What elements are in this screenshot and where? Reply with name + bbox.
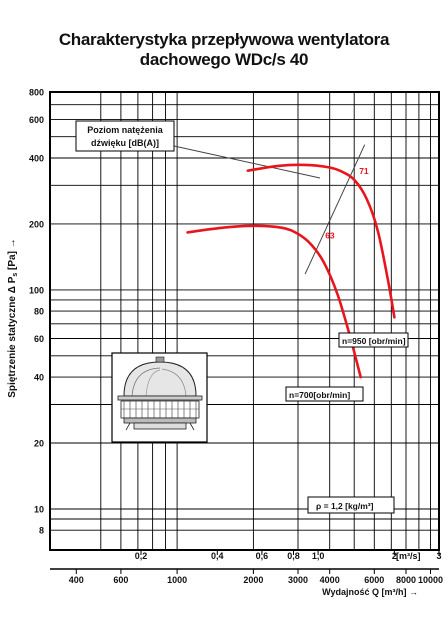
x-axis-m3s-ticks: 0,2 0,4 0,6 0,8 1,0 2 3 <box>135 550 442 561</box>
y-tick-label: 20 <box>34 439 44 449</box>
x-m3s-tick-label: 0,6 <box>256 551 269 561</box>
chart-title-line-2: dachowego WDc/s 40 <box>139 50 309 69</box>
x-m3h-tick-label: 1000 <box>167 575 187 585</box>
density-label: ρ = 1,2 [kg/m³] <box>316 501 374 511</box>
x-axis-m3s-unit: [m³/s] <box>396 551 421 561</box>
x-m3h-tick-label: 400 <box>69 575 84 585</box>
y-tick-label: 40 <box>34 373 44 383</box>
noise-level-label-71: 71 <box>359 166 369 176</box>
series-label-box-950 <box>338 332 409 348</box>
y-tick-label: 8 <box>39 526 44 536</box>
grid-lines <box>50 92 439 550</box>
y-tick-label: 200 <box>29 219 44 229</box>
y-tick-label: 800 <box>29 88 44 98</box>
series-label-700: n=700[obr/min] <box>289 390 350 400</box>
y-tick-label: 100 <box>29 285 44 295</box>
y-tick-label: 400 <box>29 154 44 164</box>
series-curve-950 <box>246 163 396 319</box>
noise-level-labels: 71 63 <box>325 166 369 240</box>
x-m3h-tick-label: 4000 <box>320 575 340 585</box>
x-m3h-tick-label: 8000 <box>396 575 416 585</box>
x-axis-m3h-ticks: 400 600 1000 2000 3000 4000 6000 8000 10000 <box>69 569 443 585</box>
x-m3h-tick-label: 2000 <box>243 575 263 585</box>
x-m3h-tick-label: 3000 <box>288 575 308 585</box>
y-tick-label: 10 <box>34 505 44 515</box>
noise-level-label-63: 63 <box>325 230 335 240</box>
series-label-950: n=950 [obr/min] <box>342 336 406 346</box>
x-m3h-tick-label: 10000 <box>418 575 443 585</box>
y-tick-label: 80 <box>34 307 44 317</box>
fan-curves <box>186 163 396 379</box>
noise-box-leader <box>173 145 321 179</box>
x-m3h-tick-label: 6000 <box>364 575 384 585</box>
x-axis-label: Wydajność Q [m³/h] → <box>322 587 418 597</box>
y-axis-label: Spiętrzenie statyczne Δ Ps [Pa] → <box>7 238 19 397</box>
density-box <box>307 496 395 514</box>
y-axis-label-unit: [Pa] → <box>7 238 18 272</box>
series-label-box-700 <box>285 386 364 402</box>
y-tick-label: 60 <box>34 334 44 344</box>
fan-illustration <box>111 352 208 443</box>
noise-box-line-2: dźwięku [dB(A)] <box>91 138 159 148</box>
x-m3s-tick-label: 0,4 <box>211 551 224 561</box>
y-axis-ticks: 800 600 400 200 100 80 60 40 20 10 8 <box>29 88 44 536</box>
x-m3s-tick-label: 3 <box>436 551 441 561</box>
y-tick-label: 600 <box>29 115 44 125</box>
noise-box-line-1: Poziom natężenia <box>87 125 164 135</box>
series-curve-700 <box>186 224 362 379</box>
x-m3s-tick-label: 2 <box>392 551 397 561</box>
x-m3s-tick-label: 0,2 <box>135 551 148 561</box>
plot-frame <box>49 91 440 551</box>
x-m3s-tick-label: 1,0 <box>312 551 325 561</box>
noise-level-line <box>304 144 366 275</box>
x-m3s-tick-label: 0,8 <box>287 551 300 561</box>
y-axis-label-subscript: s <box>12 273 19 277</box>
noise-box <box>75 120 175 152</box>
chart-title: Charakterystyka przepływowa wentylatora … <box>0 30 448 70</box>
x-m3h-tick-label: 600 <box>113 575 128 585</box>
chart-title-line-1: Charakterystyka przepływowa wentylatora <box>58 30 390 49</box>
